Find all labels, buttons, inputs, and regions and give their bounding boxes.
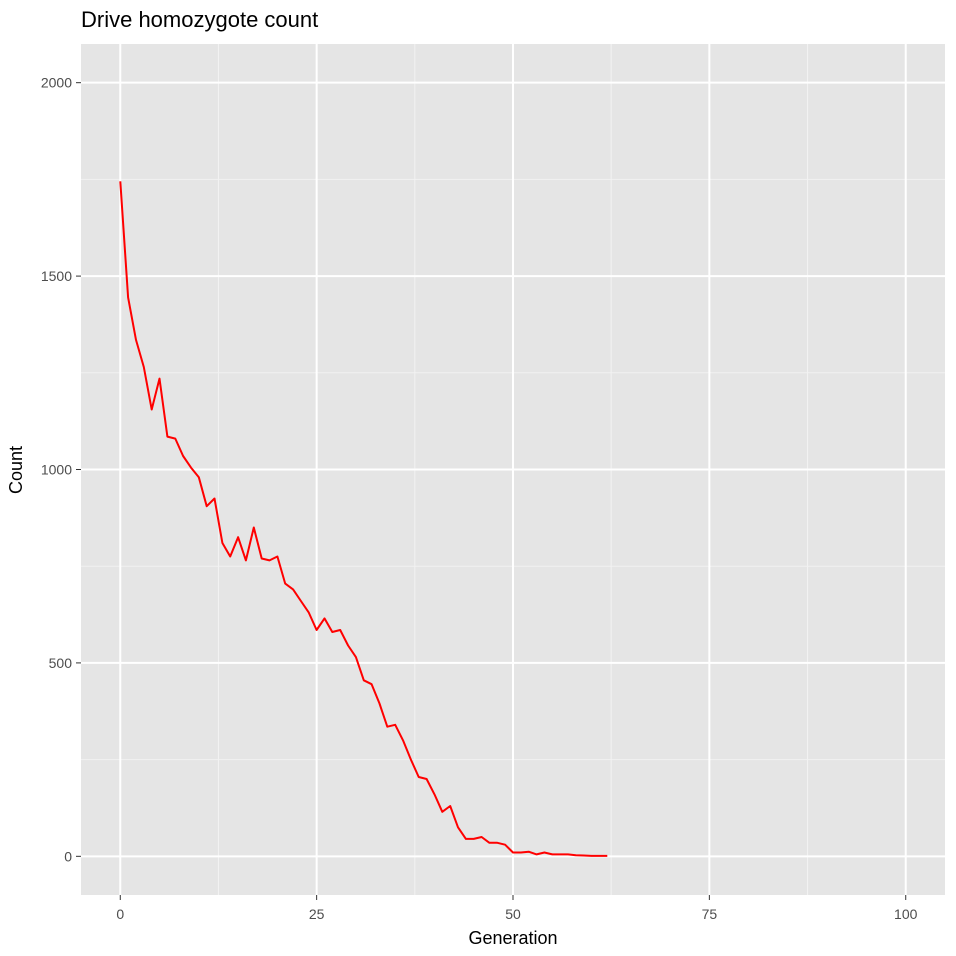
y-tick-label: 1000 — [41, 462, 72, 478]
axis-ticks — [76, 82, 907, 900]
x-tick-label: 50 — [505, 906, 521, 922]
x-tick-label: 75 — [702, 906, 718, 922]
y-tick-label: 1500 — [41, 268, 72, 284]
x-tick-label: 100 — [894, 906, 918, 922]
drive-homozygote-series-line — [119, 181, 608, 857]
y-tick-label: 0 — [64, 848, 72, 864]
series-layer — [119, 181, 608, 857]
chart-title: Drive homozygote count — [81, 7, 318, 32]
x-tick-label: 25 — [309, 906, 325, 922]
y-tick-label: 500 — [49, 655, 73, 671]
y-axis-title: Count — [6, 446, 26, 494]
y-tick-label: 2000 — [41, 75, 72, 91]
x-axis-title: Generation — [468, 928, 557, 948]
x-tick-label: 0 — [116, 906, 124, 922]
